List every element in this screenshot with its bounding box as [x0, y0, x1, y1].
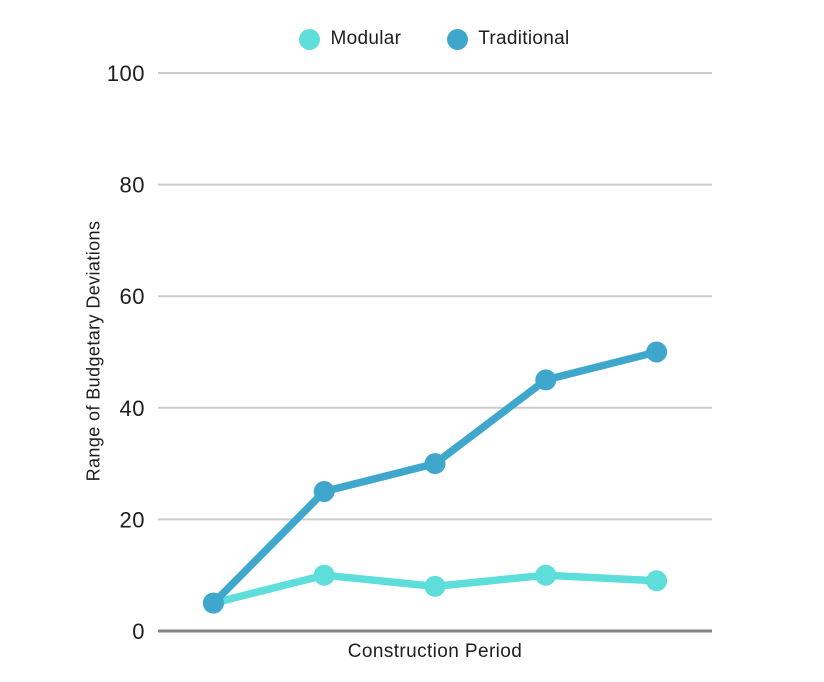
- x-axis-title: Construction Period: [347, 641, 523, 662]
- legend-dot-traditional: [447, 28, 469, 50]
- data-point-traditional: [535, 369, 557, 391]
- data-point-traditional: [313, 481, 335, 502]
- legend: Modular Traditional: [45, 28, 824, 50]
- data-point-traditional: [202, 592, 224, 614]
- y-tick-label: 100: [107, 61, 145, 86]
- y-tick-label: 40: [120, 396, 145, 421]
- y-tick-label: 20: [120, 507, 145, 532]
- legend-label-traditional: Traditional: [478, 28, 570, 49]
- legend-item-traditional: Traditional: [447, 28, 569, 50]
- data-point-traditional: [646, 341, 668, 363]
- legend-dot-modular: [299, 28, 321, 50]
- data-point-modular: [646, 570, 668, 592]
- data-point-modular: [313, 564, 335, 586]
- data-point-traditional: [424, 453, 446, 475]
- legend-item-modular: Modular: [299, 28, 401, 50]
- y-tick-label: 80: [120, 173, 145, 198]
- series-line-traditional: [209, 348, 661, 607]
- legend-label-modular: Modular: [330, 28, 402, 49]
- data-point-modular: [424, 575, 446, 597]
- data-point-modular: [535, 564, 557, 586]
- y-tick-label: 60: [120, 284, 145, 309]
- y-tick-label: 0: [132, 619, 145, 644]
